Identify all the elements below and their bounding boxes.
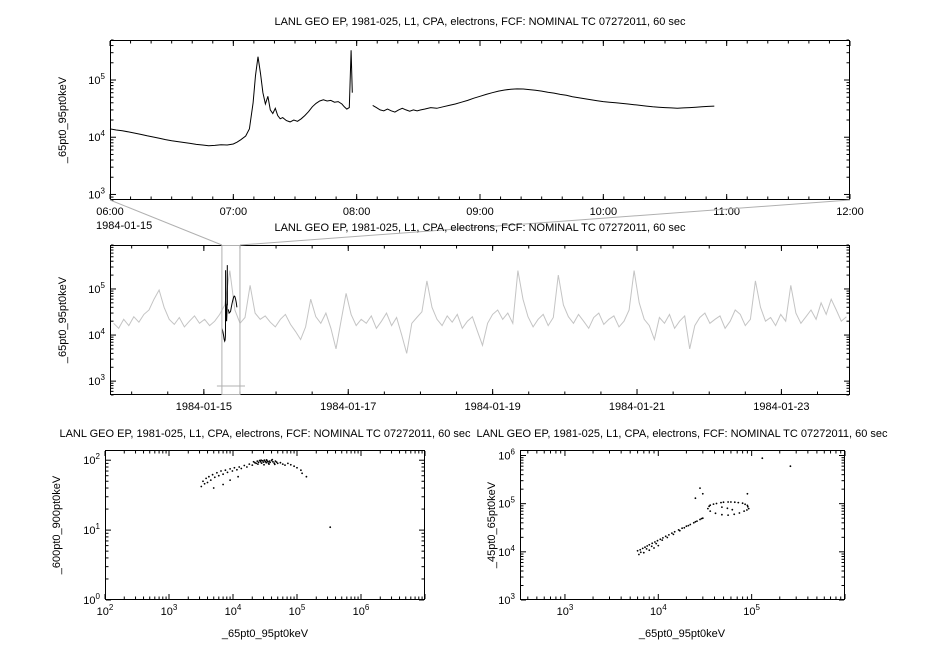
- svg-text:09:00: 09:00: [466, 206, 494, 218]
- svg-text:06:00: 06:00: [96, 206, 124, 218]
- x-axis-date-label: 1984-01-15: [96, 220, 153, 232]
- svg-text:105: 105: [498, 496, 515, 511]
- plot-frame: [110, 245, 850, 395]
- zoom-connector-right: [239, 199, 851, 246]
- svg-text:104: 104: [498, 544, 515, 559]
- series-context-flux-65-95keV: [113, 270, 847, 354]
- zoom-selection-box[interactable]: [221, 245, 241, 395]
- y-axis-label-top: _65pt0_95pt0keV: [57, 76, 69, 164]
- svg-text:12:00: 12:00: [836, 206, 864, 218]
- svg-text:08:00: 08:00: [343, 206, 371, 218]
- svg-text:1984-01-17: 1984-01-17: [320, 401, 376, 413]
- svg-text:103: 103: [88, 186, 105, 201]
- svg-text:103: 103: [557, 603, 574, 618]
- svg-text:1984-01-15: 1984-01-15: [176, 401, 232, 413]
- scatter-points: [200, 458, 332, 529]
- axes-ticks: [111, 244, 849, 396]
- svg-text:11:00: 11:00: [713, 206, 740, 218]
- plot-frame: [110, 40, 850, 200]
- panel-title-context: LANL GEO EP, 1981-025, L1, CPA, electron…: [274, 222, 686, 234]
- svg-text:10:00: 10:00: [590, 206, 618, 218]
- x-axis-label-scatter-left: _65pt0_95pt0keV: [221, 628, 309, 640]
- tick-labels: 103 104 105 1984-01-15 1984-01-17 1984-01-19 1…: [88, 281, 809, 413]
- axes-ticks: [521, 451, 846, 601]
- svg-text:104: 104: [650, 603, 667, 618]
- tick-labels: 103 104 105 06:00 07:00 08:00 09:00 10:00 11:00 1…: [88, 72, 863, 218]
- svg-text:1984-01-21: 1984-01-21: [609, 401, 665, 413]
- axes-ticks: [104, 451, 426, 601]
- x-axis-label-scatter-right: _65pt0_95pt0keV: [638, 628, 726, 640]
- svg-text:07:00: 07:00: [220, 206, 248, 218]
- svg-text:105: 105: [88, 72, 105, 87]
- series-highlighted-interval: [221, 265, 238, 343]
- y-axis-label-context: _65pt0_95pt0keV: [57, 276, 69, 364]
- svg-text:106: 106: [353, 603, 370, 618]
- svg-text:105: 105: [88, 281, 105, 296]
- svg-text:103: 103: [498, 592, 515, 607]
- zoom-connector-left: [109, 199, 223, 246]
- series-electron-flux-65-95keV: [109, 50, 715, 147]
- plot-frame: [105, 450, 425, 600]
- svg-text:101: 101: [83, 522, 100, 537]
- svg-text:1984-01-19: 1984-01-19: [464, 401, 520, 413]
- svg-text:1984-01-23: 1984-01-23: [753, 401, 809, 413]
- svg-text:106: 106: [498, 447, 515, 462]
- plot-frame: [520, 450, 845, 600]
- svg-text:105: 105: [743, 603, 760, 618]
- panel-title-scatter-left: LANL GEO EP, 1981-025, L1, CPA, electron…: [59, 428, 471, 440]
- plot-panel-mid[interactable]: 103 104 105 1984-01-15 1984-01-17 1984-01-19 1…: [88, 244, 850, 413]
- plot-panel-bl[interactable]: 100 101 102 102 103 104 105 106: [83, 450, 426, 619]
- tick-labels: 103 104 105 106 103 104 105: [498, 447, 760, 618]
- svg-text:103: 103: [88, 373, 105, 388]
- svg-text:104: 104: [88, 129, 105, 144]
- svg-text:103: 103: [161, 603, 178, 618]
- scatter-points: [636, 457, 792, 556]
- plot-panel-top[interactable]: 103 104 105 06:00 07:00 08:00 09:00 10:00 11:00 1…: [88, 39, 864, 218]
- svg-text:104: 104: [225, 603, 242, 618]
- y-axis-label-scatter-left: _600pt0_900pt0keV: [51, 475, 63, 575]
- svg-text:100: 100: [83, 592, 100, 607]
- svg-text:102: 102: [97, 603, 114, 618]
- svg-text:105: 105: [289, 603, 306, 618]
- axes-ticks: [109, 39, 851, 201]
- svg-text:102: 102: [83, 452, 100, 467]
- y-axis-label-scatter-right: _45pt0_65pt0keV: [486, 481, 498, 569]
- plot-panel-br[interactable]: 103 104 105 106 103 104 105: [498, 447, 846, 618]
- svg-text:104: 104: [88, 327, 105, 342]
- panel-title-top: LANL GEO EP, 1981-025, L1, CPA, electron…: [274, 16, 686, 28]
- panel-title-scatter-right: LANL GEO EP, 1981-025, L1, CPA, electron…: [476, 428, 888, 440]
